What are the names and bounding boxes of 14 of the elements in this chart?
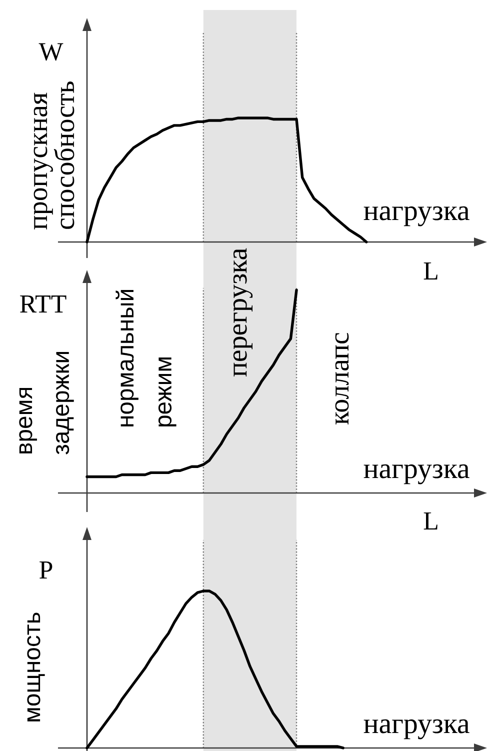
annotation: нормальный режим xyxy=(116,290,176,426)
x-axis-title: нагрузка xyxy=(364,719,470,740)
text: L xyxy=(424,512,438,530)
text: P xyxy=(40,561,52,578)
x-axis-title: нагрузка xyxy=(364,464,470,484)
annotation: коллапс xyxy=(335,332,349,424)
annotation: перегрузка xyxy=(233,248,253,376)
text: W xyxy=(38,43,64,61)
y-axis-title: время задержки xyxy=(19,352,74,454)
text: RTT xyxy=(20,296,66,312)
y-axis-title: пропускная способность xyxy=(34,82,74,230)
x-axis-title: нагрузка xyxy=(364,206,470,226)
text: L xyxy=(424,262,438,280)
y-axis-title: мощность xyxy=(27,612,45,722)
